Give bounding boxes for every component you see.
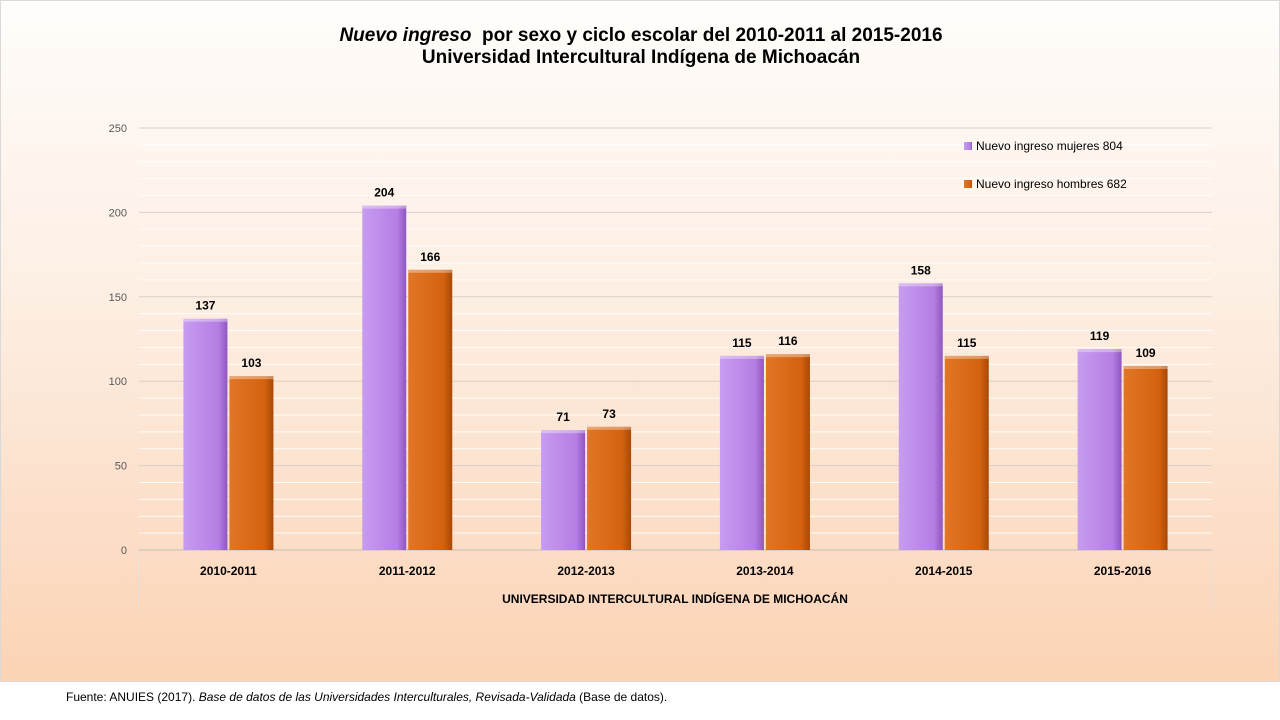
bar-mujeres-2013-2014 <box>719 355 764 550</box>
bars-layer <box>183 205 1168 550</box>
data-label: 166 <box>420 250 440 264</box>
bar-hombres-2014-2015 <box>944 355 989 550</box>
y-tick-label: 50 <box>115 461 127 473</box>
bar-hombres-2010-2011 <box>229 376 274 550</box>
bar-mujeres-2014-2015 <box>898 283 943 550</box>
bar-top-highlight <box>408 269 453 273</box>
y-tick-label: 100 <box>109 376 127 388</box>
legend-swatch-1 <box>964 180 972 188</box>
x-tick-label: 2013-2014 <box>736 564 794 578</box>
bar-top-highlight <box>587 426 632 430</box>
x-tick-label: 2015-2016 <box>1094 564 1152 578</box>
bar-top-highlight <box>541 430 586 434</box>
source-suffix: (Base de datos). <box>575 690 668 704</box>
bar-top-highlight <box>944 355 989 359</box>
data-label: 116 <box>778 334 798 348</box>
chart-title: Nuevo ingreso por sexo y ciclo escolar d… <box>1 25 1280 69</box>
title-italic-part: Nuevo ingreso <box>339 25 472 46</box>
bar-top-highlight <box>719 355 764 359</box>
data-label: 103 <box>241 356 261 370</box>
axis-layer: 0 50 100 150 200 250 <box>109 123 1213 609</box>
x-tick-label: 2011-2012 <box>379 564 436 578</box>
grid-layer <box>139 127 1212 551</box>
data-label: 109 <box>1136 346 1156 360</box>
legend: Nuevo ingreso mujeres 804 Nuevo ingreso h… <box>964 139 1127 191</box>
bar-top-highlight <box>229 376 274 380</box>
bar-mujeres-2010-2011 <box>183 318 228 550</box>
data-label: 158 <box>911 263 931 277</box>
y-tick-label: 200 <box>109 207 127 219</box>
bar-top-highlight <box>765 354 810 358</box>
bar-top-highlight <box>1123 366 1168 370</box>
data-label: 71 <box>556 410 570 424</box>
bar-hombres-2015-2016 <box>1123 366 1168 550</box>
legend-swatch-0 <box>964 142 972 150</box>
bar-hombres-2011-2012 <box>408 269 453 550</box>
x-tick-label: 2012-2013 <box>557 564 615 578</box>
chart-subtitle: Universidad Intercultural Indígena de Mi… <box>421 47 861 68</box>
title-line-1: Nuevo ingreso por sexo y ciclo escolar d… <box>1 25 1280 47</box>
x-tick-label: 2010-2011 <box>200 564 257 578</box>
data-label: 115 <box>957 336 977 350</box>
y-tick-label: 0 <box>121 545 127 557</box>
y-tick-label: 150 <box>109 292 127 304</box>
bar-chart: 0 50 100 150 200 250 2010-2011 137 103 2011-2012… <box>109 123 1213 609</box>
source-prefix: Fuente: ANUIES (2017). <box>66 690 199 704</box>
source-italic: Base de datos de las Universidades Inter… <box>198 690 576 704</box>
title-regular-part: por sexo y ciclo escolar del 2010-2011 a… <box>482 25 943 46</box>
data-label: 204 <box>374 186 394 200</box>
bar-top-highlight <box>898 283 943 287</box>
data-label: 119 <box>1090 329 1110 343</box>
bar-top-highlight <box>362 205 407 209</box>
bar-mujeres-2012-2013 <box>541 430 586 550</box>
labels-layer: 2010-2011 137 103 2011-2012 204 166 2012-2013 7… <box>195 186 1156 578</box>
data-label: 137 <box>195 299 215 313</box>
data-label: 115 <box>732 336 752 350</box>
source-note: Fuente: ANUIES (2017). Base de datos de … <box>66 690 667 704</box>
legend-label-0: Nuevo ingreso mujeres 804 <box>976 139 1123 153</box>
bar-top-highlight <box>1077 349 1122 353</box>
bar-hombres-2012-2013 <box>587 426 632 550</box>
bar-mujeres-2015-2016 <box>1077 349 1122 550</box>
chart-frame: Nuevo ingreso por sexo y ciclo escolar d… <box>0 0 1280 682</box>
x-axis-title: UNIVERSIDAD INTERCULTURAL INDÍGENA DE MI… <box>502 591 848 606</box>
y-tick-label: 250 <box>109 123 127 135</box>
legend-label-1: Nuevo ingreso hombres 682 <box>976 177 1127 191</box>
data-label: 73 <box>602 407 616 421</box>
bar-top-highlight <box>183 318 228 322</box>
bar-mujeres-2011-2012 <box>362 205 407 550</box>
x-tick-label: 2014-2015 <box>915 564 973 578</box>
bar-hombres-2013-2014 <box>765 354 810 550</box>
